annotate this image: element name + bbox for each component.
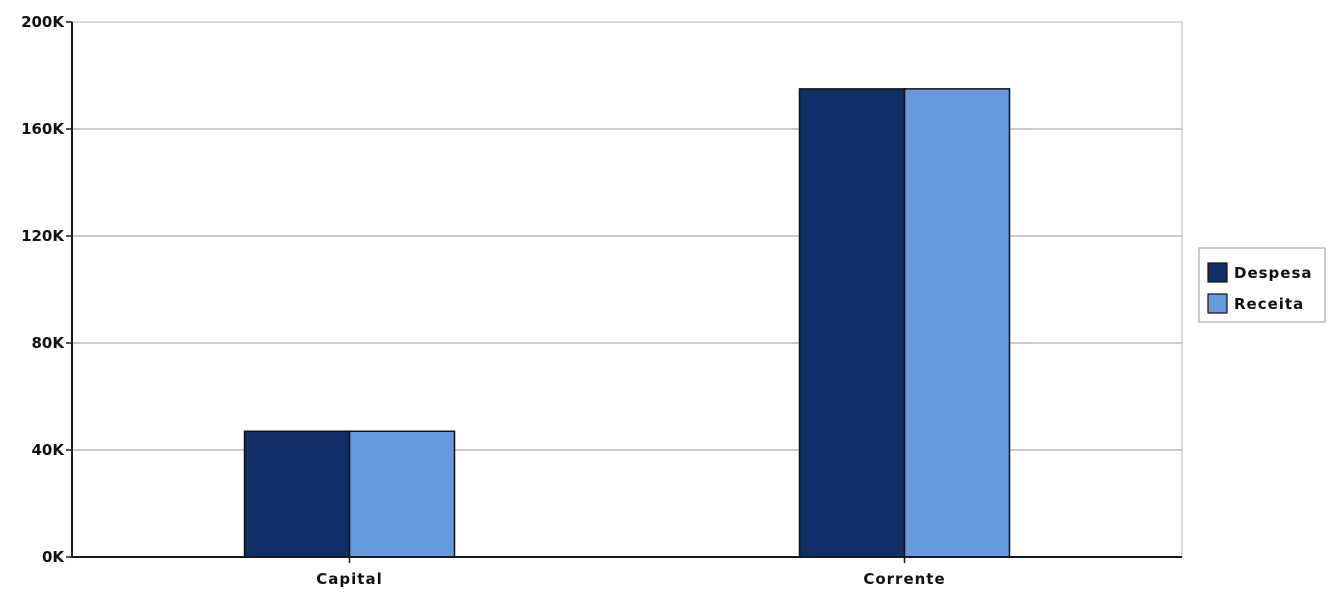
y-tick-label: 40K [32,441,66,459]
plot-area-frame [71,21,1183,558]
bar-receita-capital [348,430,456,558]
category-label-corrente: Corrente [863,570,945,588]
bar-despesa-capital [243,430,351,558]
bar-receita-corrente [903,88,1011,558]
y-tick-labels: 0K 40K 80K 120K 160K 200K [21,13,65,566]
gridlines [71,21,1183,558]
y-tick-label: 80K [32,334,66,352]
y-tick-label: 120K [21,227,65,245]
legend-label-receita: Receita [1234,295,1304,313]
legend-swatch-receita [1207,293,1228,314]
bar-despesa-corrente [798,88,906,558]
legend: Despesa Receita [1198,247,1326,323]
axes [66,21,1182,563]
legend-swatch-despesa [1207,262,1228,283]
bars [243,88,1011,558]
x-category-labels: Capital Corrente [316,570,945,588]
category-label-capital: Capital [316,570,382,588]
y-tick-label: 200K [21,13,65,31]
y-tick-label: 0K [42,548,65,566]
y-tick-label: 160K [21,120,65,138]
legend-label-despesa: Despesa [1234,264,1313,282]
